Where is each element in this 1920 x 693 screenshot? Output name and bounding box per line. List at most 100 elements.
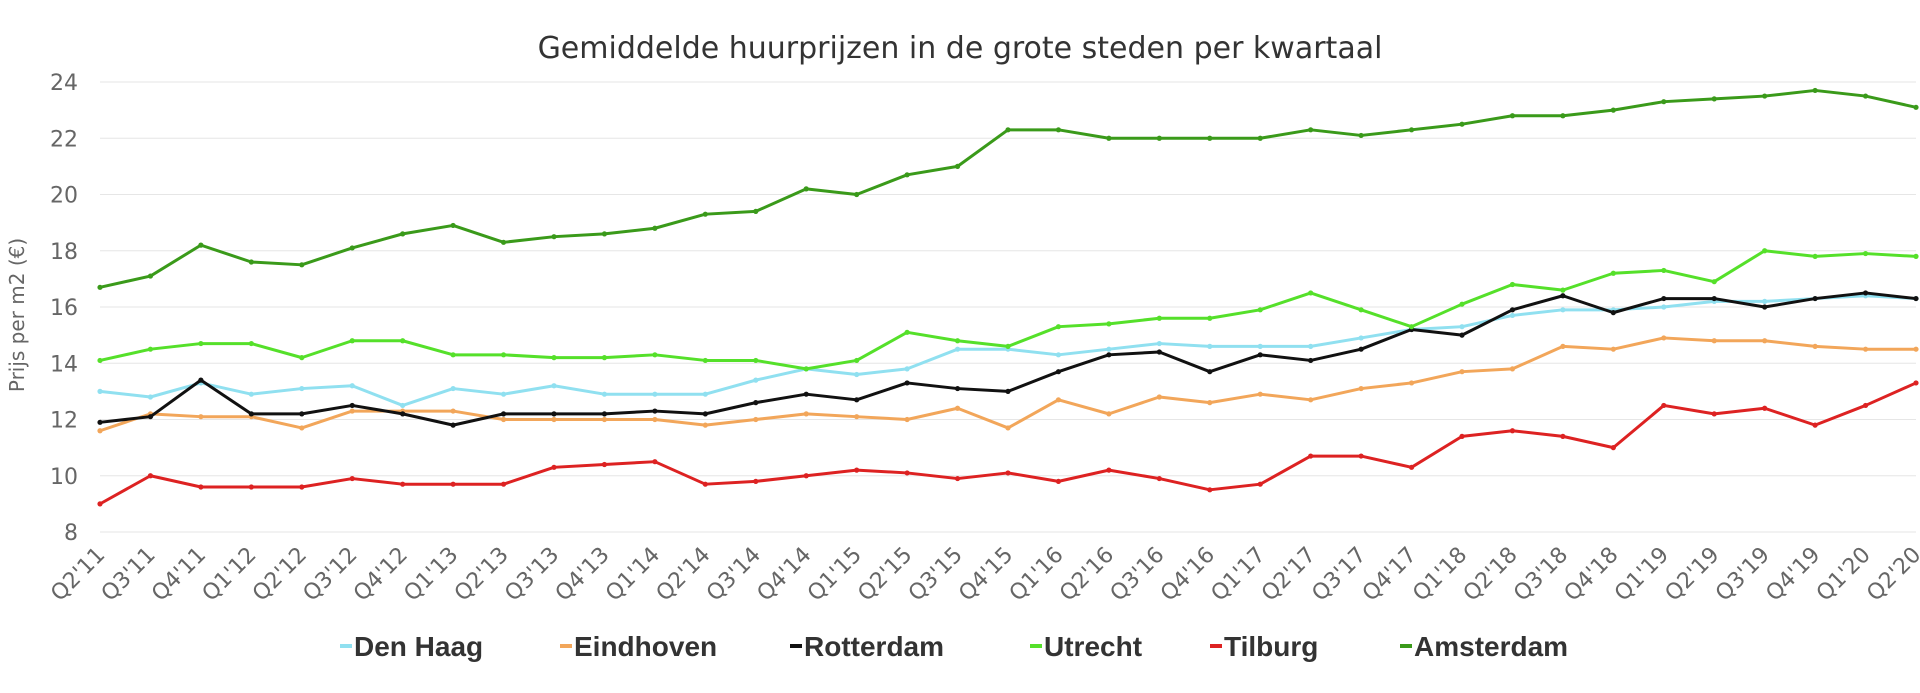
y-tick-label: 8 (64, 521, 78, 546)
x-tick-label: Q2'19 (1661, 543, 1725, 607)
data-point (1862, 346, 1869, 352)
data-point (1358, 132, 1364, 139)
data-point (1661, 335, 1667, 341)
data-point (1106, 467, 1112, 473)
data-point (147, 414, 154, 420)
data-point (551, 416, 557, 423)
data-point (1207, 369, 1213, 375)
legend[interactable]: Den Haag Eindhoven Rotterdam Utrecht Tilburg… (340, 631, 1568, 662)
data-point (1762, 304, 1768, 310)
data-point (1661, 304, 1667, 310)
data-point (1913, 104, 1919, 110)
data-point (803, 391, 809, 397)
legend-item[interactable]: Amsterdam (1400, 631, 1568, 662)
data-point (1711, 96, 1717, 102)
data-point (904, 172, 910, 178)
data-point (450, 408, 456, 414)
x-tick-label: Q2'12 (248, 543, 312, 607)
data-point (248, 411, 254, 417)
y-axis-ticks: 8 10 12 14 16 18 20 22 24 (50, 71, 78, 546)
x-tick-label: Q2'14 (652, 543, 716, 607)
data-point (500, 481, 507, 487)
data-point (248, 340, 254, 347)
x-tick-label: Q3'19 (1711, 543, 1775, 607)
data-point (1560, 307, 1566, 313)
data-point (1005, 127, 1011, 133)
data-point (349, 475, 355, 482)
data-point (1913, 253, 1919, 259)
data-point (803, 473, 809, 479)
data-point (400, 231, 406, 237)
data-point (349, 245, 355, 251)
data-point (1308, 127, 1314, 133)
data-point (1560, 287, 1566, 293)
data-point (652, 352, 658, 358)
data-point (450, 385, 456, 392)
data-point (97, 501, 103, 507)
x-tick-label: Q2'20 (1862, 543, 1920, 607)
legend-label: Utrecht (1044, 631, 1142, 662)
x-tick-label: Q1'18 (1408, 543, 1472, 607)
data-point (854, 467, 860, 473)
data-point (1812, 87, 1818, 94)
data-point (1308, 397, 1314, 403)
x-tick-label: Q4'13 (551, 543, 615, 607)
x-tick-label: Q4'15 (954, 543, 1018, 607)
x-tick-label: Q1'16 (1005, 543, 1069, 607)
series-line (98, 381, 1918, 506)
data-point (1358, 385, 1364, 392)
data-point (854, 371, 860, 378)
data-point (1207, 400, 1213, 406)
x-tick-label: Q1'19 (1610, 543, 1674, 607)
data-point (1106, 321, 1112, 327)
data-point (551, 383, 557, 389)
legend-label: Rotterdam (804, 631, 944, 662)
data-point (652, 408, 658, 414)
x-tick-label: Q2'15 (853, 543, 917, 607)
legend-item[interactable]: Tilburg (1210, 631, 1318, 662)
data-point (652, 225, 658, 231)
y-tick-label: 20 (50, 184, 78, 209)
data-point (248, 259, 254, 265)
data-point (147, 346, 154, 352)
data-point (1308, 357, 1314, 364)
data-point (1459, 324, 1465, 330)
legend-item[interactable]: Den Haag (340, 631, 483, 662)
data-point (1308, 343, 1314, 349)
data-point (1459, 301, 1465, 307)
data-point (702, 211, 708, 217)
data-point (1610, 270, 1616, 276)
data-point (299, 262, 305, 268)
x-tick-label: Q3'14 (702, 543, 766, 607)
legend-item[interactable]: Rotterdam (790, 631, 944, 662)
data-point (1711, 279, 1717, 285)
data-point (1156, 340, 1162, 347)
data-point (601, 416, 608, 423)
data-point (248, 391, 254, 397)
data-point (652, 391, 658, 397)
data-point (97, 357, 103, 364)
legend-item[interactable]: Utrecht (1030, 631, 1142, 662)
data-point (299, 355, 305, 361)
data-point (1459, 121, 1465, 127)
data-point (904, 329, 910, 335)
data-point (1055, 369, 1062, 375)
data-point (1509, 312, 1516, 319)
data-point (551, 411, 557, 417)
data-point (198, 484, 204, 490)
data-point (702, 422, 708, 428)
data-point (1106, 352, 1112, 358)
data-point (1408, 324, 1415, 330)
data-point (1257, 135, 1263, 141)
data-point (904, 380, 910, 386)
data-point (854, 191, 860, 198)
legend-item[interactable]: Eindhoven (560, 631, 717, 662)
data-point (904, 366, 910, 372)
series-den-haag (97, 293, 1919, 409)
x-tick-label: Q3'13 (500, 543, 564, 607)
data-point (198, 377, 204, 383)
data-point (1509, 307, 1516, 313)
data-point (1358, 346, 1364, 352)
y-tick-label: 10 (50, 465, 78, 490)
data-point (551, 234, 557, 240)
